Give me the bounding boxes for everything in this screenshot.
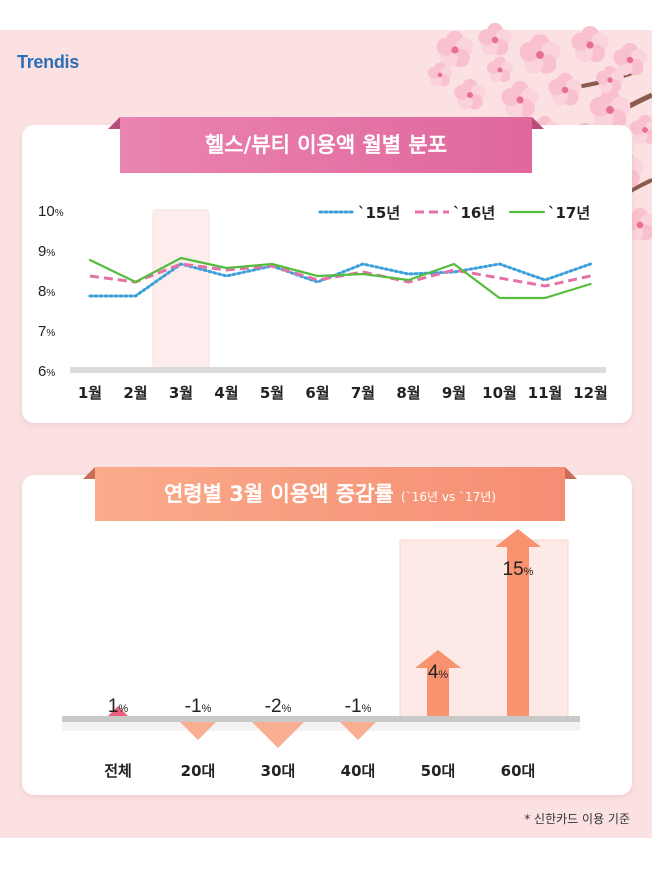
footnote: * 신한카드 이용 기준 <box>524 812 630 826</box>
blossom-flower <box>596 65 624 93</box>
y-tick-label: 9% <box>38 243 55 260</box>
bar-arrow-down <box>340 722 376 740</box>
blossom-flower <box>487 56 513 82</box>
highlight-band-50s-60s <box>399 539 569 721</box>
bar-arrow-down <box>180 722 216 740</box>
blossom-petal <box>454 84 470 101</box>
bar-chart-subtitle: (`16년 vs `17년) <box>401 490 497 504</box>
category-label: 전체 <box>104 762 132 780</box>
blossom-flower <box>501 81 539 118</box>
line-chart-title: 헬스/뷰티 이용액 월별 분포 <box>120 117 532 173</box>
blossom-center <box>642 127 648 133</box>
blossom-petal <box>596 70 610 85</box>
blossom-petal <box>436 37 455 56</box>
blossom-center <box>516 96 524 104</box>
blossom-center <box>626 56 634 64</box>
ribbon-fold-left <box>108 117 120 129</box>
series-line-1 <box>88 262 592 298</box>
category-label: 50대 <box>421 762 456 780</box>
bar-chart-title: 연령별 3월 이용액 증감률 (`16년 vs `17년) <box>95 467 565 521</box>
x-tick-label: 2월 <box>123 384 147 402</box>
data-label: -1% <box>185 696 212 717</box>
blossom-petal <box>548 79 565 96</box>
data-label: -1% <box>345 696 372 717</box>
blossom-petal <box>427 67 440 79</box>
y-tick-label: 8% <box>38 283 55 300</box>
blossom-flower <box>630 114 652 144</box>
blossom-petal <box>478 29 495 46</box>
x-tick-label: 6월 <box>305 384 329 402</box>
blossom-petal <box>487 61 500 75</box>
data-label: 15% <box>503 559 534 580</box>
y-tick-label: 10% <box>38 203 64 220</box>
blossom-flower <box>427 62 453 87</box>
blossom-center <box>586 41 594 49</box>
blossom-petal <box>630 120 645 135</box>
blossom-flower <box>454 78 486 110</box>
x-tick-label: 12월 <box>573 384 608 402</box>
x-tick-label: 1월 <box>78 384 102 402</box>
blossom-center <box>636 221 644 229</box>
blossom-flower <box>571 26 609 63</box>
blossom-petal <box>501 87 520 106</box>
bar-arrow-up <box>108 706 128 716</box>
x-tick-label: 5월 <box>260 384 284 402</box>
blossom-petal <box>571 32 590 51</box>
blossom-center <box>451 46 459 54</box>
bar-arrow-up <box>415 650 461 716</box>
blossom-center <box>536 51 544 59</box>
blossom-petal <box>519 41 540 62</box>
baseline-shadow <box>62 721 580 731</box>
legend-label: `15년 <box>358 204 400 222</box>
y-tick-label: 7% <box>38 323 55 340</box>
x-tick-label: 3월 <box>169 384 193 402</box>
x-tick-label: 8월 <box>396 384 420 402</box>
brand-logo: Trendis <box>17 52 79 72</box>
category-label: 20대 <box>181 762 216 780</box>
blossom-flower <box>436 31 474 68</box>
y-tick-label: 6% <box>38 363 55 380</box>
bar-chart-title-text: 연령별 3월 이용액 증감률 <box>163 482 394 506</box>
blossom-flower <box>589 89 631 129</box>
blossom-petal <box>613 49 630 66</box>
blossom-flower <box>548 72 582 106</box>
blossom-center <box>607 77 613 83</box>
category-label: 60대 <box>501 762 536 780</box>
blossom-center <box>491 36 499 44</box>
data-label: 4% <box>428 662 449 683</box>
ribbon-fold-right <box>565 467 577 479</box>
blossom-center <box>466 91 474 99</box>
ribbon-fold-left <box>83 467 95 479</box>
blossom-center <box>437 72 443 78</box>
legend-label: `16년 <box>453 204 495 222</box>
x-tick-label: 4월 <box>214 384 238 402</box>
baseline <box>62 716 580 722</box>
blossom-flower <box>478 22 512 56</box>
blossom-flower <box>613 42 647 76</box>
blossom-center <box>561 86 569 94</box>
x-tick-label: 7월 <box>351 384 375 402</box>
legend-label: `17년 <box>548 204 590 222</box>
blossom-petal <box>589 96 610 117</box>
x-tick-label: 9월 <box>442 384 466 402</box>
data-label: -2% <box>265 696 292 717</box>
blossom-center <box>497 67 503 73</box>
series-line-3 <box>88 256 592 300</box>
blossom-flower <box>519 34 561 74</box>
blossom-center <box>606 106 614 114</box>
x-tick-label: 11월 <box>528 384 563 402</box>
bar-arrow-up <box>495 529 541 716</box>
ribbon-fold-right <box>532 117 544 129</box>
data-label: 1% <box>108 696 129 717</box>
category-label: 40대 <box>341 762 376 780</box>
x-axis-line <box>70 367 606 373</box>
category-label: 30대 <box>261 762 296 780</box>
bar-arrow-down <box>252 722 304 748</box>
x-tick-label: 10월 <box>482 384 517 402</box>
